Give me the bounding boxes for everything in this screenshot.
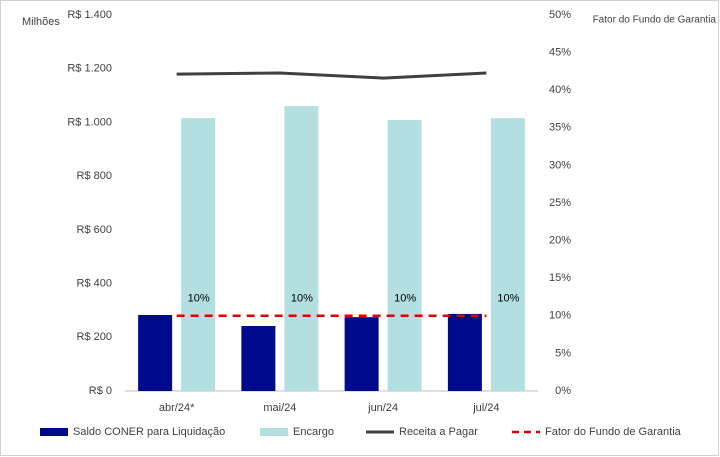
- y-tick-label: R$ 200: [77, 331, 112, 343]
- y2-tick-label: 25%: [549, 197, 571, 209]
- x-tick-label: jun/24: [367, 402, 398, 414]
- legend-label: Encargo: [293, 426, 334, 438]
- legend-label: Saldo CONER para Liquidação: [73, 426, 225, 438]
- x-tick-label: jul/24: [472, 402, 499, 414]
- line-series: [176, 71, 487, 80]
- y2-axis-label: Fator do Fundo de Garantia: [593, 15, 717, 26]
- y2-tick-label: 35%: [549, 122, 571, 134]
- y2-tick-label: 45%: [549, 47, 571, 59]
- legend-swatch: [40, 428, 68, 436]
- data-label: 10%: [497, 293, 519, 305]
- bar: [387, 120, 422, 392]
- y-tick-label: R$ 1.000: [67, 116, 112, 128]
- x-tick-label: abr/24*: [159, 402, 195, 414]
- y-tick-label: R$ 1.200: [67, 63, 112, 75]
- y2-tick-label: 15%: [549, 272, 571, 284]
- legend-label: Receita a Pagar: [399, 426, 478, 438]
- bar: [138, 314, 173, 391]
- y-tick-label: R$ 1.400: [67, 9, 112, 21]
- y-tick-label: R$ 0: [89, 385, 112, 397]
- y-tick-label: R$ 600: [77, 224, 112, 236]
- legend-label: Fator do Fundo de Garantia: [545, 426, 682, 438]
- bar: [181, 118, 216, 391]
- y2-tick-label: 40%: [549, 84, 571, 96]
- y-axis-label: Milhões: [22, 16, 60, 28]
- bar: [241, 326, 276, 391]
- y2-tick-label: 0%: [555, 385, 571, 397]
- y-tick-label: R$ 400: [77, 277, 112, 289]
- legend-swatch: [260, 428, 288, 436]
- y2-tick-label: 20%: [549, 235, 571, 247]
- bar: [344, 317, 379, 391]
- data-label: 10%: [188, 293, 210, 305]
- data-label: 10%: [291, 293, 313, 305]
- y2-tick-label: 30%: [549, 159, 571, 171]
- data-label: 10%: [394, 293, 416, 305]
- bar: [284, 106, 319, 391]
- y2-tick-label: 50%: [549, 9, 571, 21]
- y2-tick-label: 5%: [555, 347, 571, 359]
- bar: [447, 313, 482, 391]
- x-tick-label: mai/24: [263, 402, 296, 414]
- y-tick-label: R$ 800: [77, 170, 112, 182]
- bar: [490, 118, 525, 391]
- y2-tick-label: 10%: [549, 310, 571, 322]
